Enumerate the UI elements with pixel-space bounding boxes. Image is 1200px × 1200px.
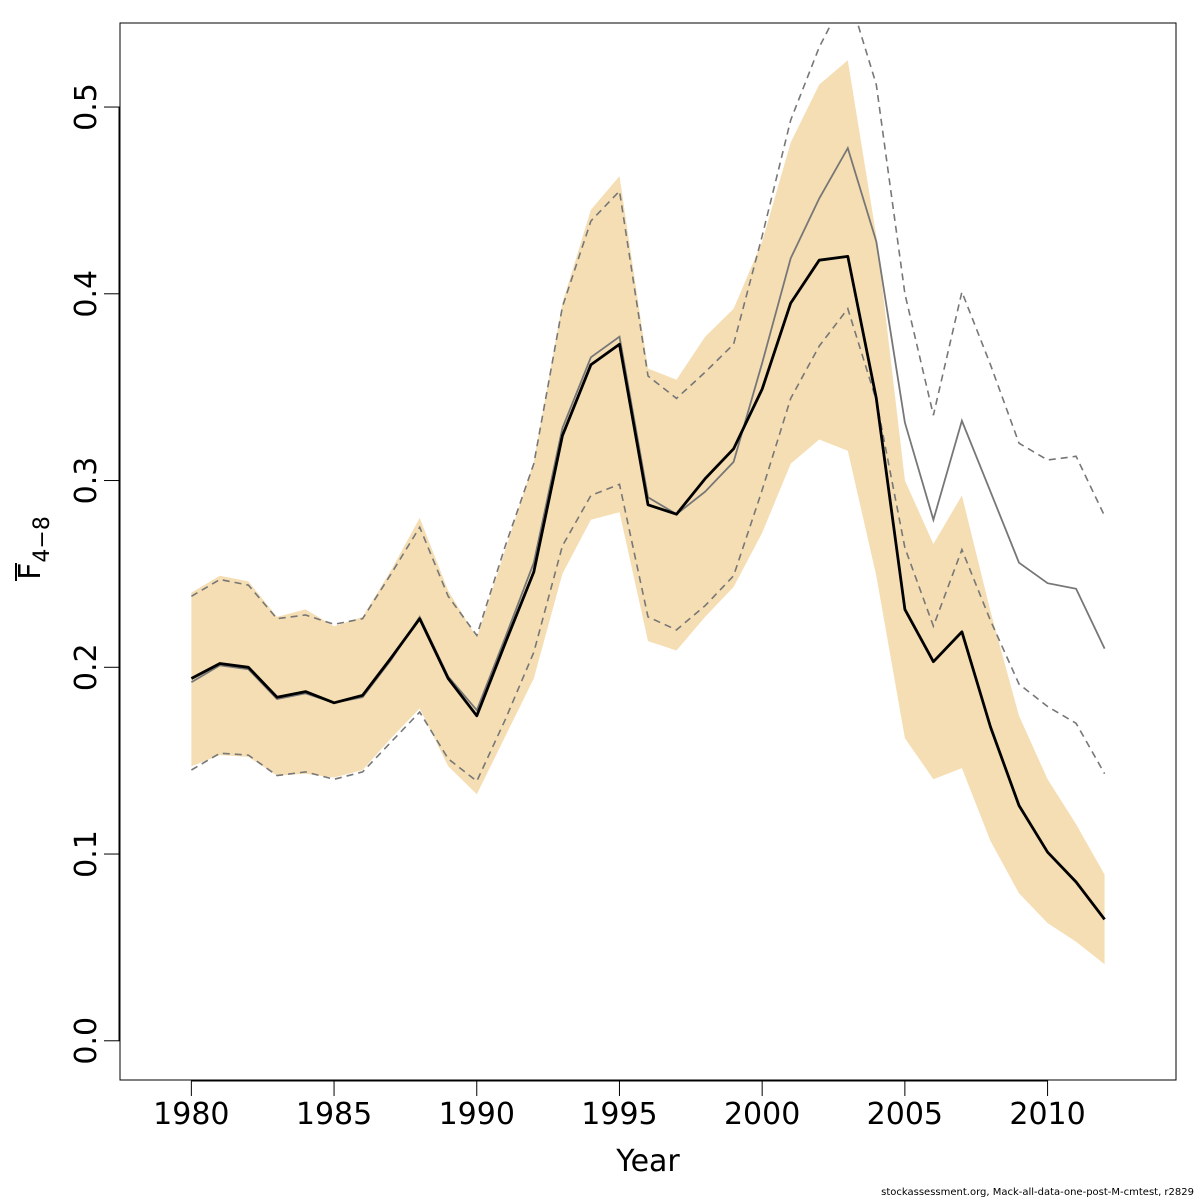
x-tick-label-2010: 2010 <box>1009 1097 1085 1132</box>
y-tick-label-0: 0.0 <box>69 1017 104 1065</box>
x-tick-label-1985: 1985 <box>296 1097 372 1132</box>
y-axis-title: F4−8 <box>13 516 55 581</box>
plot-frame <box>119 22 1177 1081</box>
y-tick-label-3: 0.3 <box>69 457 104 505</box>
series-group <box>190 23 1106 965</box>
axes: 1980 1985 1990 1995 2000 2005 2010 0.0 0.1 0.2 0.3… <box>69 83 1086 1132</box>
x-tick-label-1990: 1990 <box>439 1097 515 1132</box>
series-2-lower-line <box>190 306 1106 783</box>
plot-area <box>190 23 1106 965</box>
series-1-confidence-band <box>191 60 1105 965</box>
x-tick-label-1980: 1980 <box>153 1097 229 1132</box>
y-axis-title-main: F <box>13 563 48 580</box>
y-axis-title-subscript: 4−8 <box>30 516 55 562</box>
y-tick-label-2: 0.2 <box>69 643 104 691</box>
x-tick-label-2005: 2005 <box>867 1097 943 1132</box>
x-tick-label-2000: 2000 <box>724 1097 800 1132</box>
y-tick-label-4: 0.4 <box>69 270 104 318</box>
y-tick-label-5: 0.5 <box>69 83 104 131</box>
svg-text:F4−8: F4−8 <box>13 516 55 580</box>
series-2-upper-line <box>190 23 1106 638</box>
footer-credit: stockassessment.org, Mack-all-data-one-p… <box>881 1187 1194 1198</box>
series-1-line <box>190 254 1106 921</box>
x-tick-label-1995: 1995 <box>581 1097 657 1132</box>
x-axis-title: Year <box>615 1144 680 1179</box>
y-tick-label-1: 0.1 <box>69 830 104 878</box>
